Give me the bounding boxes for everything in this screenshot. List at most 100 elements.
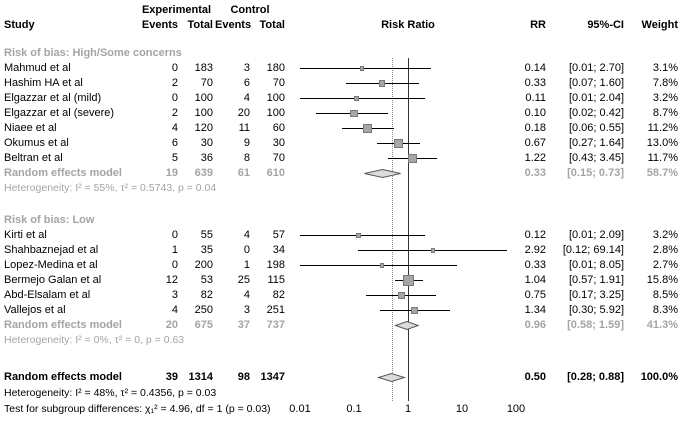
study-row: Kirti et al 0 55 4 57 0.12 [0.01; 2.09] 3.2% [0,228,683,243]
heterogeneity-text: Heterogeneity: I² = 0%, τ² = 0, p = 0.63 [4,334,185,346]
overall-effect-dashed-line [391,58,393,401]
weight-value: 11.2% [647,122,678,134]
weight-value: 58.7% [646,167,678,179]
control-total-value: 60 [272,122,285,134]
control-total-value: 198 [266,259,285,271]
ci-value: [0.27; 1.64] [568,137,624,149]
control-total-value: 70 [272,152,285,164]
ci-column-header: 95%-CI [587,19,624,31]
experimental-events-value: 5 [171,152,178,164]
rr-value: 0.11 [525,92,546,104]
ci-value: [0.12; 69.14] [562,244,624,256]
control-total-value: 180 [266,62,285,74]
rr-value: 0.14 [524,62,546,74]
weight-column-header: Weight [641,19,678,31]
experimental-total-header: Total [187,19,213,31]
pooled-diamond [363,168,401,179]
control-events-value: 61 [237,167,250,179]
heterogeneity-text: Heterogeneity: I² = 55%, τ² = 0.5743, p … [4,182,217,194]
effect-estimate-square [430,248,436,253]
experimental-events-value: 20 [165,319,178,331]
control-events-value: 37 [237,319,250,331]
control-events-value: 4 [243,289,250,301]
header-group-row: Experimental Control [0,3,683,18]
experimental-total-value: 70 [200,77,213,89]
overall-heterogeneity-row: Heterogeneity: I² = 48%, τ² = 0.4356, p … [0,385,683,401]
experimental-events-value: 6 [171,137,178,149]
experimental-events-value: 4 [171,304,178,316]
forest-row-plot [300,61,516,76]
control-events-value: 4 [243,92,250,104]
subgroup-label-row: Risk of bias: High/Some concerns [0,46,683,61]
control-events-value: 0 [243,244,250,256]
control-events-value: 98 [237,371,250,383]
weight-value: 15.8% [646,274,678,286]
experimental-events-value: 0 [171,259,178,271]
effect-estimate-square [359,66,365,71]
ci-line [300,68,432,69]
rr-value: 0.33 [524,259,546,271]
rr-value: 0.67 [524,137,546,149]
experimental-events-value: 0 [171,92,178,104]
study-name: Vallejos et al [4,304,66,316]
control-total-value: 82 [272,289,285,301]
experimental-total-value: 183 [194,62,213,74]
rr-value: 0.10 [524,107,546,119]
experimental-total-value: 1314 [188,371,213,383]
study-name: Mahmud et al [4,62,71,74]
control-total-value: 100 [266,107,285,119]
control-total-value: 251 [266,304,285,316]
header-columns-row: Study Events Total Events Total Risk Rat… [0,18,683,33]
forest-row-plot [300,166,516,181]
experimental-events-value: 4 [171,122,178,134]
weight-value: 11.7% [647,152,678,164]
rr-value: 0.96 [524,319,546,331]
x-axis-tick-label: 0.1 [346,403,362,415]
x-axis-tick-label: 1 [404,403,412,415]
experimental-events-value: 2 [171,107,178,119]
experimental-total-value: 100 [194,107,213,119]
heterogeneity-row: Heterogeneity: I² = 0%, τ² = 0, p = 0.63 [0,333,683,348]
effect-estimate-square [355,233,361,238]
study-row: Lopez-Medina et al 0 200 1 198 0.33 [0.01; 8.0… [0,258,683,273]
weight-value: 3.1% [652,62,678,74]
study-row: Beltran et al 5 36 8 70 1.22 [0.43; 3.45] 11.7% [0,151,683,166]
ci-value: [0.01; 8.05] [568,259,624,271]
subgroup-label-row: Risk of bias: Low [0,213,683,228]
spacer-row [0,348,683,369]
control-events-value: 11 [238,122,250,134]
control-events-value: 6 [243,77,250,89]
pooled-label: Random effects model [4,371,122,383]
forest-row-plot [300,106,516,121]
weight-value: 2.8% [652,244,678,256]
forest-row-plot [300,136,516,151]
forest-row-plot [300,369,516,385]
subgroup-test-text: Test for subgroup differences: χ₁² = 4.9… [4,403,271,415]
ci-value: [0.17; 3.25] [568,289,624,301]
control-events-value: 3 [243,62,250,74]
forest-row-plot [300,243,516,258]
control-total-value: 34 [272,244,285,256]
control-total-value: 100 [266,92,285,104]
study-name: Abd-Elsalam et al [4,289,91,301]
heterogeneity-row: Heterogeneity: I² = 55%, τ² = 0.5743, p … [0,181,683,196]
subgroup-pooled-row: Random effects model 20 675 37 737 0.96 [0.58;… [0,318,683,333]
study-name: Elgazzar et al (mild) [4,92,102,104]
experimental-total-value: 36 [200,152,213,164]
weight-value: 3.2% [652,92,678,104]
experimental-group-header: Experimental [141,4,212,16]
rr-value: 0.33 [524,167,546,179]
experimental-events-value: 1 [171,244,178,256]
rr-value: 1.22 [524,152,546,164]
study-name: Kirti et al [4,229,47,241]
experimental-total-value: 82 [200,289,213,301]
x-axis-tick-label: 10 [455,403,469,415]
forest-row-plot [300,91,516,106]
rr-column-header: RR [530,19,546,31]
weight-value: 13.0% [646,137,678,149]
rr-value: 1.34 [524,304,546,316]
study-name: Shahbaznejad et al [4,244,99,256]
experimental-events-value: 19 [165,167,178,179]
study-name: Bermejo Galan et al [4,274,102,286]
study-row: Abd-Elsalam et al 3 82 4 82 0.75 [0.17; 3.25] 8… [0,288,683,303]
